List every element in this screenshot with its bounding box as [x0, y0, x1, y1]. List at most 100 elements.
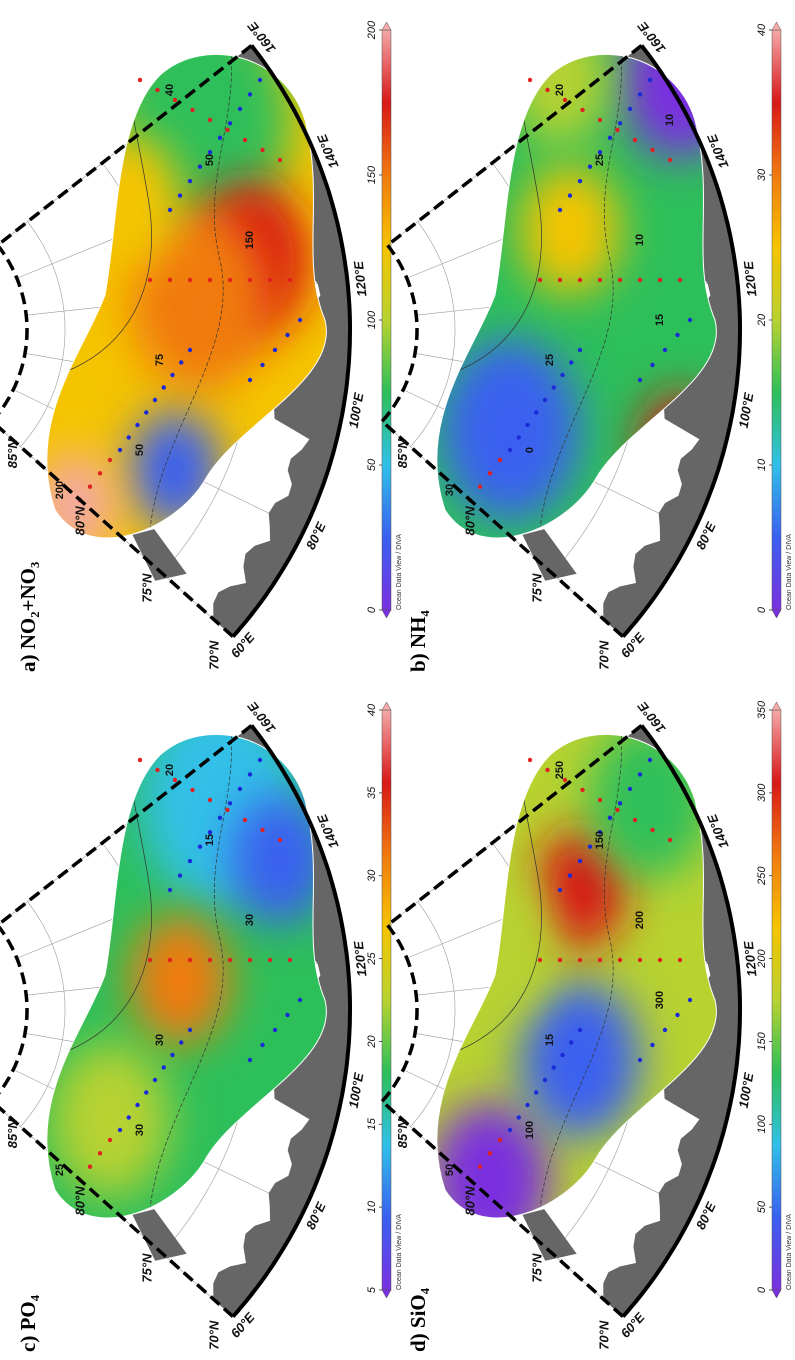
- station: [568, 873, 572, 877]
- station: [168, 958, 172, 962]
- station: [268, 278, 272, 282]
- contour-label: 150: [244, 231, 256, 249]
- contour-label: 50: [204, 154, 216, 166]
- contour-label: 75: [154, 354, 166, 366]
- station: [498, 458, 502, 462]
- contour-label: 10: [634, 234, 646, 246]
- latitude-label: 85°N: [5, 439, 20, 469]
- station: [648, 758, 652, 762]
- frame-inner: [0, 245, 27, 421]
- colorbar-tick-label: 200: [756, 949, 768, 969]
- panel-title: a) NO₂+NO₃: [16, 562, 40, 672]
- station: [658, 958, 662, 962]
- latitude-label: 75°N: [140, 573, 155, 603]
- station: [298, 998, 302, 1002]
- colorbar-label: Ocean Data View / DIVA: [396, 534, 403, 610]
- station: [98, 471, 102, 475]
- station: [638, 958, 642, 962]
- station: [618, 958, 622, 962]
- station: [663, 348, 667, 352]
- map-panel: 501001520015025030070°N75°N80°N85°N60°E8…: [382, 680, 795, 1360]
- field-patch: [50, 1042, 170, 1198]
- contour-label: 20: [554, 84, 566, 96]
- colorbar: [772, 30, 781, 610]
- field-patch: [430, 862, 550, 1018]
- station: [638, 278, 642, 282]
- station: [118, 1128, 122, 1132]
- station: [588, 844, 592, 848]
- contour-label: 30: [154, 1034, 166, 1046]
- colorbar-tick-label: 20: [366, 1034, 378, 1048]
- station: [298, 318, 302, 322]
- station: [569, 360, 573, 364]
- station: [578, 278, 582, 282]
- station: [658, 278, 662, 282]
- colorbar: [382, 30, 391, 610]
- station: [153, 1078, 157, 1082]
- longitude-label: 120°E: [741, 260, 760, 297]
- station: [598, 118, 602, 122]
- colorbar-tick-label: 150: [366, 165, 378, 184]
- station: [178, 873, 182, 877]
- station: [650, 828, 654, 832]
- colorbar-tick-label: 50: [756, 1200, 768, 1213]
- station: [188, 179, 192, 183]
- colorbar-tick-label: 0: [756, 1286, 768, 1293]
- station: [278, 838, 282, 842]
- colorbar-tick-label: 10: [366, 1200, 378, 1213]
- contour-label: 250: [554, 761, 566, 779]
- latitude-label: 75°N: [140, 1253, 155, 1283]
- station: [552, 1065, 556, 1069]
- station: [618, 801, 622, 805]
- colorbar-end: [772, 1290, 781, 1298]
- station: [578, 348, 582, 352]
- station: [173, 778, 177, 782]
- contour-label: 50: [134, 444, 146, 456]
- station: [538, 958, 542, 962]
- longitude-label: 100°E: [736, 391, 757, 429]
- station: [170, 373, 174, 377]
- colorbar-tick-label: 200: [366, 20, 378, 40]
- colorbar-end: [772, 702, 781, 710]
- map-panel: 30025102520151070°N75°N80°N85°N60°E80°E1…: [382, 0, 795, 680]
- contour-label: 25: [544, 354, 556, 366]
- contour-label: 100: [524, 1121, 536, 1139]
- station: [598, 278, 602, 282]
- colorbar-tick-label: 30: [366, 869, 378, 882]
- page: Nutrient maps html, body { margin: 0; pa…: [0, 0, 795, 1360]
- contour-label: 15: [204, 834, 216, 846]
- station: [208, 958, 212, 962]
- station: [525, 423, 529, 427]
- frame-inner: [0, 925, 27, 1101]
- station: [638, 1058, 642, 1062]
- station: [127, 435, 131, 439]
- station: [144, 410, 148, 414]
- station: [148, 278, 152, 282]
- station: [543, 1078, 547, 1082]
- station: [569, 1040, 573, 1044]
- page-body: {"panels": [ {"title": "a) NO₂+NO₃", "co…: [0, 0, 795, 1360]
- longitude-label: 100°E: [346, 391, 367, 429]
- station: [668, 158, 672, 162]
- latitude-label: 85°N: [395, 439, 410, 469]
- station: [578, 958, 582, 962]
- station: [155, 88, 159, 92]
- contour-label: 0: [524, 447, 536, 453]
- station: [190, 108, 194, 112]
- station: [248, 1058, 252, 1062]
- station: [135, 423, 139, 427]
- station: [273, 1028, 277, 1032]
- colorbar-tick-label: 0: [366, 606, 378, 613]
- station: [179, 360, 183, 364]
- station: [578, 859, 582, 863]
- station: [517, 1115, 521, 1119]
- station: [545, 88, 549, 92]
- colorbar-end: [772, 22, 781, 30]
- station: [578, 1028, 582, 1032]
- station: [508, 448, 512, 452]
- station: [248, 278, 252, 282]
- station: [260, 828, 264, 832]
- station: [534, 410, 538, 414]
- colorbar-tick-label: 30: [756, 168, 768, 181]
- station: [228, 801, 232, 805]
